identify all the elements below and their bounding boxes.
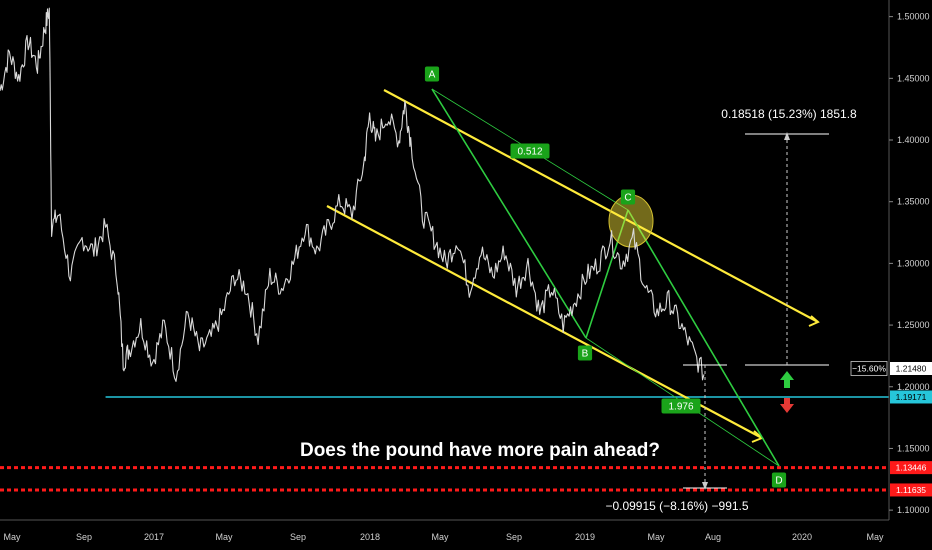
time-tick-label-1: Sep: [76, 532, 92, 542]
chart-annotations: A B C D 0.512 1.976 0.18518 (15.23%) 1851.8 −0.…: [424, 66, 857, 513]
pattern-leg-CD: [627, 209, 780, 467]
pattern-point-d-bg: [771, 472, 787, 488]
ratio-label-0-bg: [510, 143, 550, 159]
percent-tag-bg: [850, 361, 888, 376]
price-line: [0, 7, 705, 382]
pattern-point-a: A: [429, 70, 436, 81]
pattern-leg-AB: [431, 88, 587, 339]
up-arrow-icon: [780, 371, 794, 388]
time-tick-label-6: May: [431, 532, 449, 542]
price-tick-label-5: 1.35000: [897, 197, 930, 207]
ratio-label-1: 1.976: [668, 402, 693, 413]
time-tick-label-7: Sep: [506, 532, 522, 542]
time-axis[interactable]: May Sep 2017 May Sep 2018 May Sep 2019 May Aug 2020…: [0, 519, 889, 542]
price-tag-bg-2: [890, 461, 932, 475]
price-tag-bg-0: [890, 361, 932, 375]
measure-up-arrowhead: [784, 132, 790, 140]
price-tick-label-3: 1.25000: [897, 320, 930, 330]
measurement-label-1: −0.09915 (−8.16%) −991.5: [605, 499, 748, 513]
price-tag-2: 1.13446: [896, 463, 927, 473]
pattern-point-c: C: [624, 193, 631, 204]
channel-upper-arrow: [808, 315, 820, 327]
measurement-tools: [683, 132, 829, 490]
price-tag-3: 1.11635: [896, 485, 926, 495]
price-axis[interactable]: 1.10000 1.15000 1.20000 1.25000 1.30000 1.350…: [850, 0, 932, 520]
pattern-point-b-bg: [577, 345, 593, 361]
time-tick-label-11: 2020: [792, 532, 812, 542]
time-tick-label-9: May: [647, 532, 665, 542]
pattern-point-c-bg: [620, 189, 636, 205]
price-tag-1: 1.19171: [896, 392, 927, 402]
ratio-label-0: 0.512: [517, 147, 542, 158]
price-tick-label-0: 1.10000: [897, 505, 930, 515]
price-series: [0, 7, 705, 382]
time-tick-label-4: Sep: [290, 532, 306, 542]
price-tick-label-8: 1.50000: [897, 12, 930, 22]
price-tag-0: 1.21480: [896, 363, 927, 373]
time-tick-label-5: 2018: [360, 532, 380, 542]
pattern-leg-BC: [585, 209, 629, 339]
price-tick-label-1: 1.15000: [897, 443, 930, 453]
price-tick-label-7: 1.45000: [897, 73, 930, 83]
price-tick-label-2: 1.20000: [897, 382, 930, 392]
horizontal-levels: [0, 396, 889, 492]
ratio-label-1-bg: [661, 398, 701, 414]
time-tick-label-8: 2019: [575, 532, 595, 542]
down-arrow-icon: [780, 398, 794, 413]
pattern-point-a-bg: [424, 66, 440, 82]
measurement-label-0: 0.18518 (15.23%) 1851.8: [721, 107, 857, 121]
price-tag-bg-3: [890, 483, 932, 497]
time-tick-label-2: 2017: [144, 532, 164, 542]
time-tick-label-12: May: [866, 532, 884, 542]
time-tick-label-0: May: [3, 532, 21, 542]
price-tag-bg-1: [890, 390, 932, 404]
price-tick-label-4: 1.30000: [897, 258, 930, 268]
percent-tag: −15.60%: [852, 363, 886, 373]
time-tick-label-3: May: [215, 532, 233, 542]
measure-down-arrowhead: [702, 482, 708, 490]
pattern-point-b: B: [582, 349, 589, 360]
pattern-point-d: D: [775, 476, 782, 487]
chart-headline: Does the pound have more pain ahead?: [300, 440, 660, 461]
price-tick-label-6: 1.40000: [897, 135, 930, 145]
time-tick-label-10: Aug: [705, 532, 721, 542]
